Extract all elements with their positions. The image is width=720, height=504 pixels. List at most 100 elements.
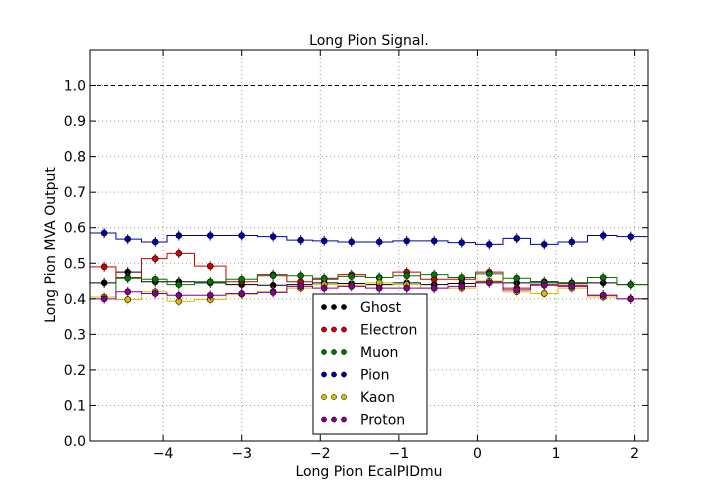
legend-marker xyxy=(331,349,337,355)
data-point xyxy=(124,235,132,243)
legend-marker xyxy=(341,326,347,333)
data-point xyxy=(430,284,438,292)
data-point xyxy=(269,272,277,280)
data-point xyxy=(151,275,159,283)
data-point xyxy=(151,255,159,262)
data-point xyxy=(627,295,635,303)
legend-label: Ghost xyxy=(360,300,402,316)
data-point xyxy=(375,284,383,292)
legend-label: Muon xyxy=(360,345,398,361)
y-tick-label: 0.5 xyxy=(64,256,86,272)
data-point xyxy=(540,282,548,289)
x-tick-label: −4 xyxy=(153,446,174,462)
y-tick-label: 0.1 xyxy=(64,398,86,414)
legend-marker xyxy=(321,349,327,355)
y-tick-label: 0.4 xyxy=(64,292,86,308)
x-tick-label: −3 xyxy=(231,446,252,462)
data-point xyxy=(269,233,277,240)
data-point xyxy=(175,250,183,257)
series-proton xyxy=(90,277,648,304)
data-point xyxy=(403,284,411,292)
data-point xyxy=(175,281,183,288)
data-point xyxy=(124,274,132,282)
legend-entry: Ghost xyxy=(321,300,402,316)
plot-frame xyxy=(89,49,649,442)
legend-marker xyxy=(341,349,347,355)
y-axis-label: Long Pion MVA Output xyxy=(43,167,59,323)
data-point xyxy=(348,238,356,246)
legend-marker xyxy=(331,416,337,423)
data-point xyxy=(430,237,438,245)
data-point xyxy=(403,237,411,245)
data-point xyxy=(599,274,607,281)
series-pion xyxy=(90,228,648,250)
legend-entry: Electron xyxy=(321,323,417,339)
data-point xyxy=(175,291,183,299)
legend-entry: Proton xyxy=(321,413,405,429)
legend-entry: Pion xyxy=(321,368,389,384)
data-point xyxy=(206,278,214,286)
data-point xyxy=(458,274,466,281)
y-tick-label: 1.0 xyxy=(64,79,86,95)
legend-items: Ghost Electron Muon Pion Kaon Proton xyxy=(321,300,417,429)
data-point xyxy=(124,296,132,303)
data-point xyxy=(297,283,304,290)
chart-title: Long Pion Signal. xyxy=(309,33,429,49)
legend-label: Kaon xyxy=(360,390,395,406)
data-point xyxy=(627,233,635,240)
y-tick-label: 0.7 xyxy=(64,185,86,201)
legend-entry: Muon xyxy=(321,345,398,361)
data-point xyxy=(540,290,548,297)
legend-marker xyxy=(331,326,337,333)
legend-marker xyxy=(321,416,327,423)
x-axis-label: Long Pion EcalPIDmu xyxy=(295,464,442,480)
y-tick-label: 0.8 xyxy=(64,150,86,166)
axis-ticks: −4 −3 −2 −1 0 1 2 0.0 0.1 0.2 0.3 0.4 0.5 0.6 0.7 0.8 0.… xyxy=(64,50,648,462)
legend-marker xyxy=(341,394,347,400)
data-point xyxy=(485,241,493,248)
legend-box xyxy=(312,293,428,435)
data-point xyxy=(485,279,493,287)
y-tick-label: 0.9 xyxy=(64,114,86,130)
data-point xyxy=(320,237,328,245)
x-tick-label: −2 xyxy=(310,446,331,462)
data-point xyxy=(238,290,245,297)
x-tick-label: 2 xyxy=(630,446,639,462)
data-point xyxy=(513,286,521,294)
data-point xyxy=(568,283,576,290)
data-point xyxy=(206,291,214,299)
data-point xyxy=(568,238,576,246)
data-series xyxy=(90,228,648,307)
legend-label: Pion xyxy=(360,368,389,384)
data-point xyxy=(269,289,277,296)
series-step-line xyxy=(90,282,648,300)
y-tick-label: 0.6 xyxy=(64,221,86,237)
legend-label: Proton xyxy=(360,413,405,429)
data-point xyxy=(297,272,304,280)
data-point xyxy=(100,279,108,287)
legend-marker xyxy=(321,304,327,310)
data-point xyxy=(513,274,521,282)
data-point xyxy=(540,241,548,248)
legend-marker xyxy=(341,371,347,378)
data-point xyxy=(100,229,108,237)
legend-marker xyxy=(321,326,327,333)
data-point xyxy=(375,238,383,246)
data-point xyxy=(348,283,356,290)
legend-marker xyxy=(341,416,347,423)
data-point xyxy=(151,238,159,246)
data-point xyxy=(430,271,438,278)
y-tick-label: 0.2 xyxy=(64,363,86,379)
legend-label: Electron xyxy=(360,323,417,339)
legend-marker xyxy=(331,371,337,378)
legend-marker xyxy=(321,371,327,378)
data-point xyxy=(513,235,521,242)
legend-marker xyxy=(341,304,347,310)
data-point xyxy=(206,262,214,270)
data-point xyxy=(238,232,245,239)
x-tick-label: 1 xyxy=(552,446,561,462)
legend-entry: Kaon xyxy=(321,390,395,406)
y-tick-label: 0.0 xyxy=(64,434,86,450)
data-point xyxy=(100,263,108,271)
